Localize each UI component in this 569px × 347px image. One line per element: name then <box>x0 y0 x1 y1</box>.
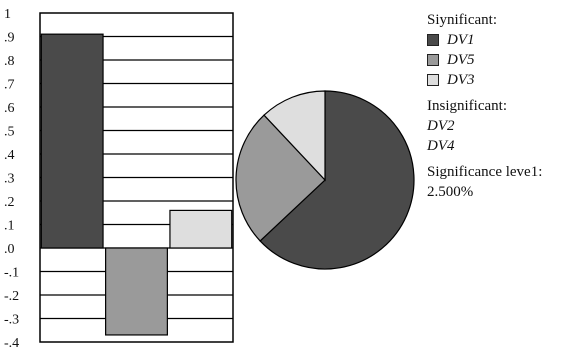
bar-chart: 1 .9 .8 .7 .6 .5 .4 .3 .2 .1 .0 -.1 -.2 -.3 -.4 <box>4 7 234 347</box>
plot-frame <box>39 12 234 343</box>
legend-insignificant-item: DV2 <box>427 118 455 134</box>
pie-chart <box>235 90 415 270</box>
legend-label: DV1 <box>447 32 475 48</box>
y-tick-label: .2 <box>4 195 15 210</box>
legend-swatch <box>427 74 439 86</box>
legend-significant-title: Siynificant: <box>427 12 497 28</box>
legend-level-title: Significance leve1: <box>427 164 543 180</box>
legend-item: DV1 <box>427 30 542 50</box>
y-tick-label: .4 <box>4 148 15 163</box>
y-tick-label: .1 <box>4 219 15 234</box>
pie-slice <box>263 90 326 182</box>
y-tick-label: -.3 <box>4 313 19 328</box>
y-tick-label: .6 <box>4 101 15 116</box>
bar <box>40 33 104 249</box>
y-tick-label: .5 <box>4 125 15 140</box>
legend-item: DV5 <box>427 50 542 70</box>
y-tick-label: .0 <box>4 242 15 257</box>
y-tick-label: .7 <box>4 78 15 93</box>
y-tick-label: .9 <box>4 31 15 46</box>
legend-insignificant-title: Insignificant: <box>427 98 507 114</box>
y-tick-label: .3 <box>4 172 15 187</box>
pie-slice <box>259 90 415 270</box>
y-tick-label: -.4 <box>4 336 19 347</box>
bar <box>169 209 233 249</box>
legend-insignificant-item: DV4 <box>427 138 455 154</box>
legend-swatch <box>427 34 439 46</box>
y-tick-label: 1 <box>4 7 11 22</box>
legend-label: DV3 <box>447 72 475 88</box>
legend-level-value: 2.500% <box>427 184 474 200</box>
legend-swatch <box>427 54 439 66</box>
bar <box>105 247 168 336</box>
legend-label: DV5 <box>447 52 475 68</box>
pie-slice <box>235 114 326 242</box>
y-tick-label: .8 <box>4 54 15 69</box>
y-tick-label: -.2 <box>4 289 19 304</box>
y-tick-label: -.1 <box>4 266 19 281</box>
legend-item: DV3 <box>427 70 542 90</box>
legend: Siynificant: DV1 DV5 DV3 Insignificant: … <box>427 10 542 202</box>
